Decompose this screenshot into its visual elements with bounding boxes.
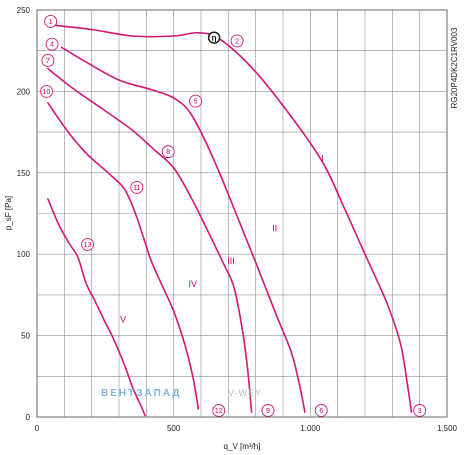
series-line-III bbox=[47, 67, 253, 413]
plot-frame bbox=[36, 9, 448, 418]
marker-label: 7 bbox=[46, 58, 50, 65]
tick-labels: 0 500 1.000 1.500 0 50 100 150 200 250 bbox=[17, 6, 458, 433]
marker-circle bbox=[41, 54, 55, 67]
marker-label: 1 bbox=[49, 19, 53, 26]
grid-lines bbox=[37, 10, 447, 417]
y-axis-label: p_sF [Pa] bbox=[4, 196, 13, 230]
x-tick-label: 0 bbox=[35, 424, 40, 433]
series-line-V bbox=[47, 198, 146, 417]
series-label-V: V bbox=[120, 315, 126, 325]
marker-circle bbox=[81, 237, 95, 251]
marker-circle bbox=[130, 181, 144, 194]
series-line-II bbox=[60, 46, 306, 413]
x-axis-label: q_V [m³/h] bbox=[224, 442, 261, 451]
marker-circle bbox=[45, 37, 59, 51]
marker-label: 8 bbox=[166, 149, 170, 156]
watermark-right: V-WEY bbox=[228, 388, 262, 398]
marker-label: 11 bbox=[133, 185, 140, 192]
y-tick-label: 250 bbox=[17, 6, 31, 15]
y-tick-label: 100 bbox=[17, 250, 31, 259]
marker-circle bbox=[161, 145, 175, 159]
marker-label: 2 bbox=[235, 38, 239, 45]
series-line-IV bbox=[47, 102, 200, 410]
marker-circle bbox=[261, 404, 275, 417]
marker-circle bbox=[40, 84, 54, 98]
marker-circle bbox=[44, 14, 58, 28]
watermark-left: ВЕНТЗАПАД bbox=[101, 388, 181, 399]
x-tick-label: 1.000 bbox=[300, 424, 321, 433]
series-label-II: II bbox=[272, 223, 277, 233]
marker-label: 5 bbox=[194, 99, 198, 106]
operating-point-label: η bbox=[212, 34, 217, 43]
marker-label: 6 bbox=[319, 408, 323, 415]
series-label-III: III bbox=[227, 256, 235, 266]
marker-circle bbox=[314, 404, 328, 417]
marker-label: 3 bbox=[418, 408, 422, 415]
series-label-I: I bbox=[321, 153, 324, 163]
marker-label: 10 bbox=[43, 89, 51, 96]
y-tick-label: 0 bbox=[26, 413, 31, 422]
marker-circle bbox=[212, 404, 226, 417]
series-label-IV: IV bbox=[189, 279, 198, 289]
marker-label: 9 bbox=[266, 408, 270, 415]
marker-label: 13 bbox=[84, 242, 92, 249]
y-tick-label: 150 bbox=[17, 169, 31, 178]
model-code: RG20P4DK2C1RV003 bbox=[450, 27, 459, 108]
marker-circle bbox=[230, 34, 244, 48]
x-tick-label: 1.500 bbox=[437, 424, 458, 433]
marker-label: 12 bbox=[215, 408, 223, 415]
series-line-I bbox=[48, 23, 413, 413]
x-tick-label: 500 bbox=[167, 424, 181, 433]
marker-circle bbox=[189, 94, 202, 108]
marker-label: 4 bbox=[50, 42, 54, 49]
y-tick-label: 200 bbox=[17, 87, 31, 96]
marker-circle bbox=[413, 404, 427, 417]
y-tick-label: 50 bbox=[21, 332, 30, 341]
operating-point-marker bbox=[207, 31, 221, 44]
